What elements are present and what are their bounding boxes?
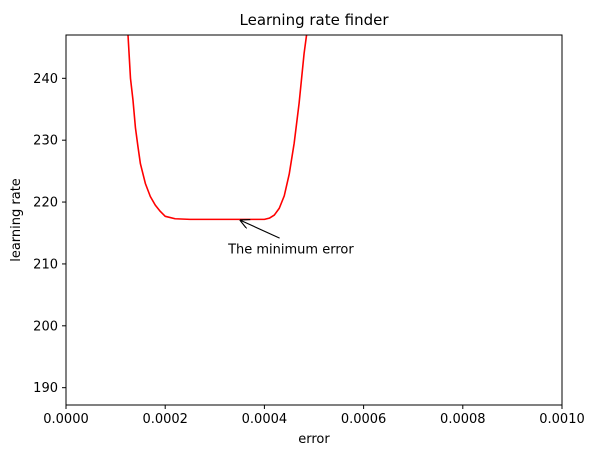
x-tick-label: 0.0006 bbox=[341, 412, 387, 427]
x-tick-label: 0.0004 bbox=[242, 412, 288, 427]
annotation-arrow bbox=[241, 220, 280, 239]
plot-area bbox=[127, 35, 308, 221]
x-tick-label: 0.0008 bbox=[440, 412, 486, 427]
x-axis-label: error bbox=[298, 432, 330, 447]
x-tick-label: 0.0002 bbox=[142, 412, 188, 427]
x-axis-ticks: 0.0000 0.0002 0.0004 0.0006 0.0008 0.0010 bbox=[43, 405, 585, 427]
chart-title: Learning rate finder bbox=[240, 11, 390, 29]
y-tick-label: 210 bbox=[33, 257, 58, 272]
annotation-text: The minimum error bbox=[227, 243, 354, 258]
y-tick-label: 240 bbox=[33, 72, 58, 87]
y-axis-label: learning rate bbox=[9, 178, 24, 262]
x-tick-label: 0.0010 bbox=[539, 412, 585, 427]
x-tick-label: 0.0000 bbox=[43, 412, 89, 427]
annotations: The minimum error bbox=[227, 220, 354, 258]
y-tick-label: 220 bbox=[33, 196, 58, 211]
plot-frame bbox=[65, 34, 563, 406]
y-tick-label: 200 bbox=[33, 319, 58, 334]
series-line-0 bbox=[127, 35, 308, 221]
y-tick-label: 190 bbox=[33, 381, 58, 396]
y-tick-label: 230 bbox=[33, 134, 58, 149]
y-axis-ticks: 190 200 210 220 230 240 bbox=[33, 72, 66, 396]
